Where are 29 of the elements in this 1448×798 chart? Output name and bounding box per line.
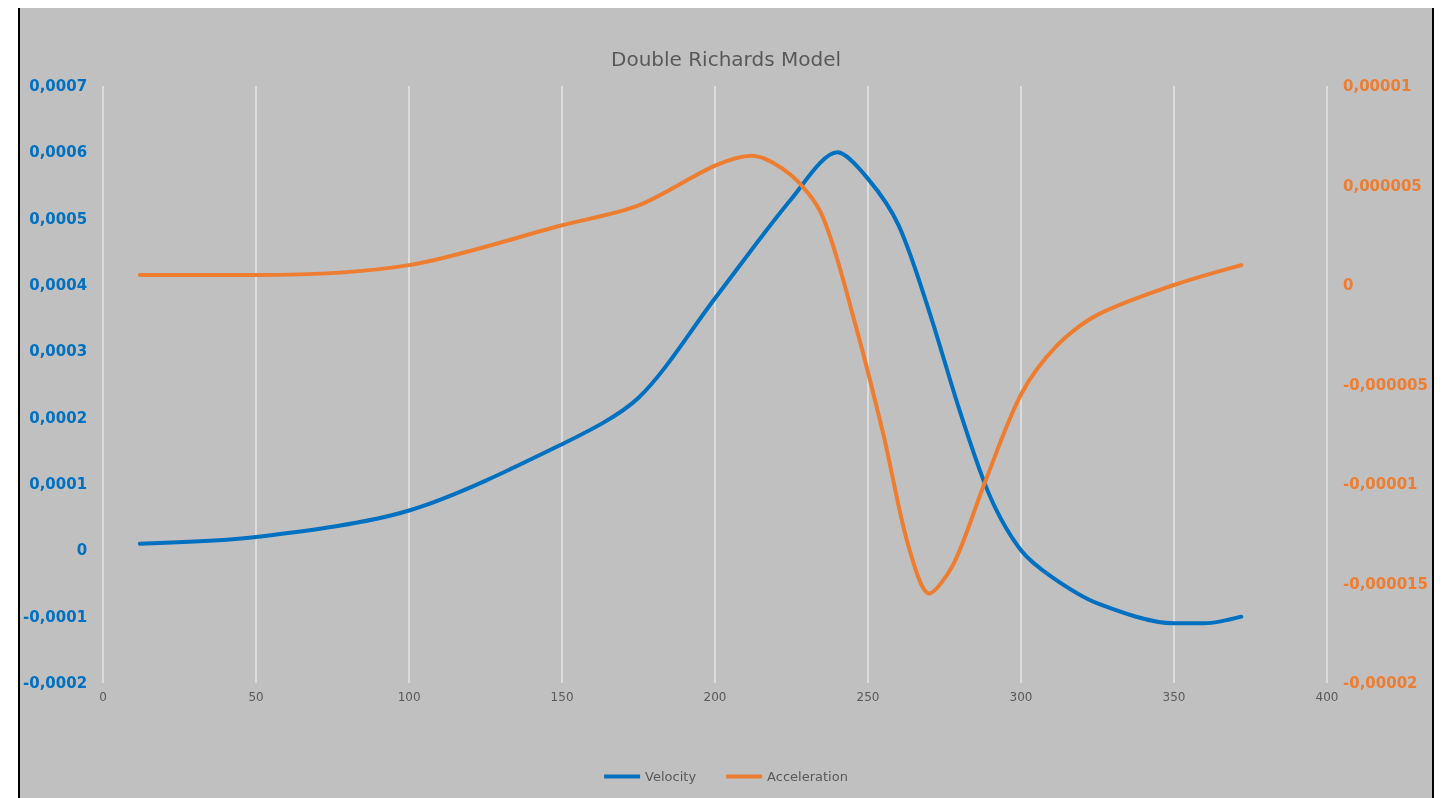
chart-title: Double Richards Model	[611, 47, 841, 71]
y-tick-label: 0,0002	[29, 408, 88, 427]
x-tick-label: 100	[397, 690, 421, 704]
x-tick-label: 400	[1315, 690, 1339, 704]
y-tick-label: -0,0002	[23, 674, 88, 692]
y-tick-label: 0,0003	[29, 342, 88, 361]
y-tick-label: 0,0006	[29, 143, 88, 162]
y-tick-label: 0,0004	[29, 276, 88, 294]
y2-tick-label: 0,000005	[1343, 176, 1422, 195]
y2-tick-label: -0,00002	[1343, 674, 1418, 692]
y-tick-label: 0,0007	[29, 77, 88, 95]
y-tick-label: 0,0005	[29, 209, 88, 228]
x-tick-label: 200	[703, 690, 727, 704]
y2-tick-label: -0,00001	[1343, 475, 1418, 493]
x-tick-label: 300	[1009, 690, 1033, 704]
legend-label: Velocity	[645, 769, 697, 784]
y2-tick-label: -0,000015	[1343, 574, 1428, 593]
legend-label: Acceleration	[767, 769, 848, 784]
y2-tick-label: 0,00001	[1343, 77, 1412, 95]
x-tick-label: 350	[1162, 690, 1186, 704]
y-tick-label: 0,0001	[29, 475, 88, 493]
x-tick-label: 150	[550, 690, 574, 704]
y2-tick-label: 0	[1343, 276, 1354, 294]
x-tick-label: 0	[99, 690, 107, 704]
y2-tick-label: -0,000005	[1343, 375, 1428, 394]
x-tick-label: 250	[856, 690, 880, 704]
y-tick-label: 0	[76, 541, 88, 560]
y-tick-label: -0,0001	[23, 607, 88, 626]
x-tick-label: 50	[248, 690, 264, 704]
